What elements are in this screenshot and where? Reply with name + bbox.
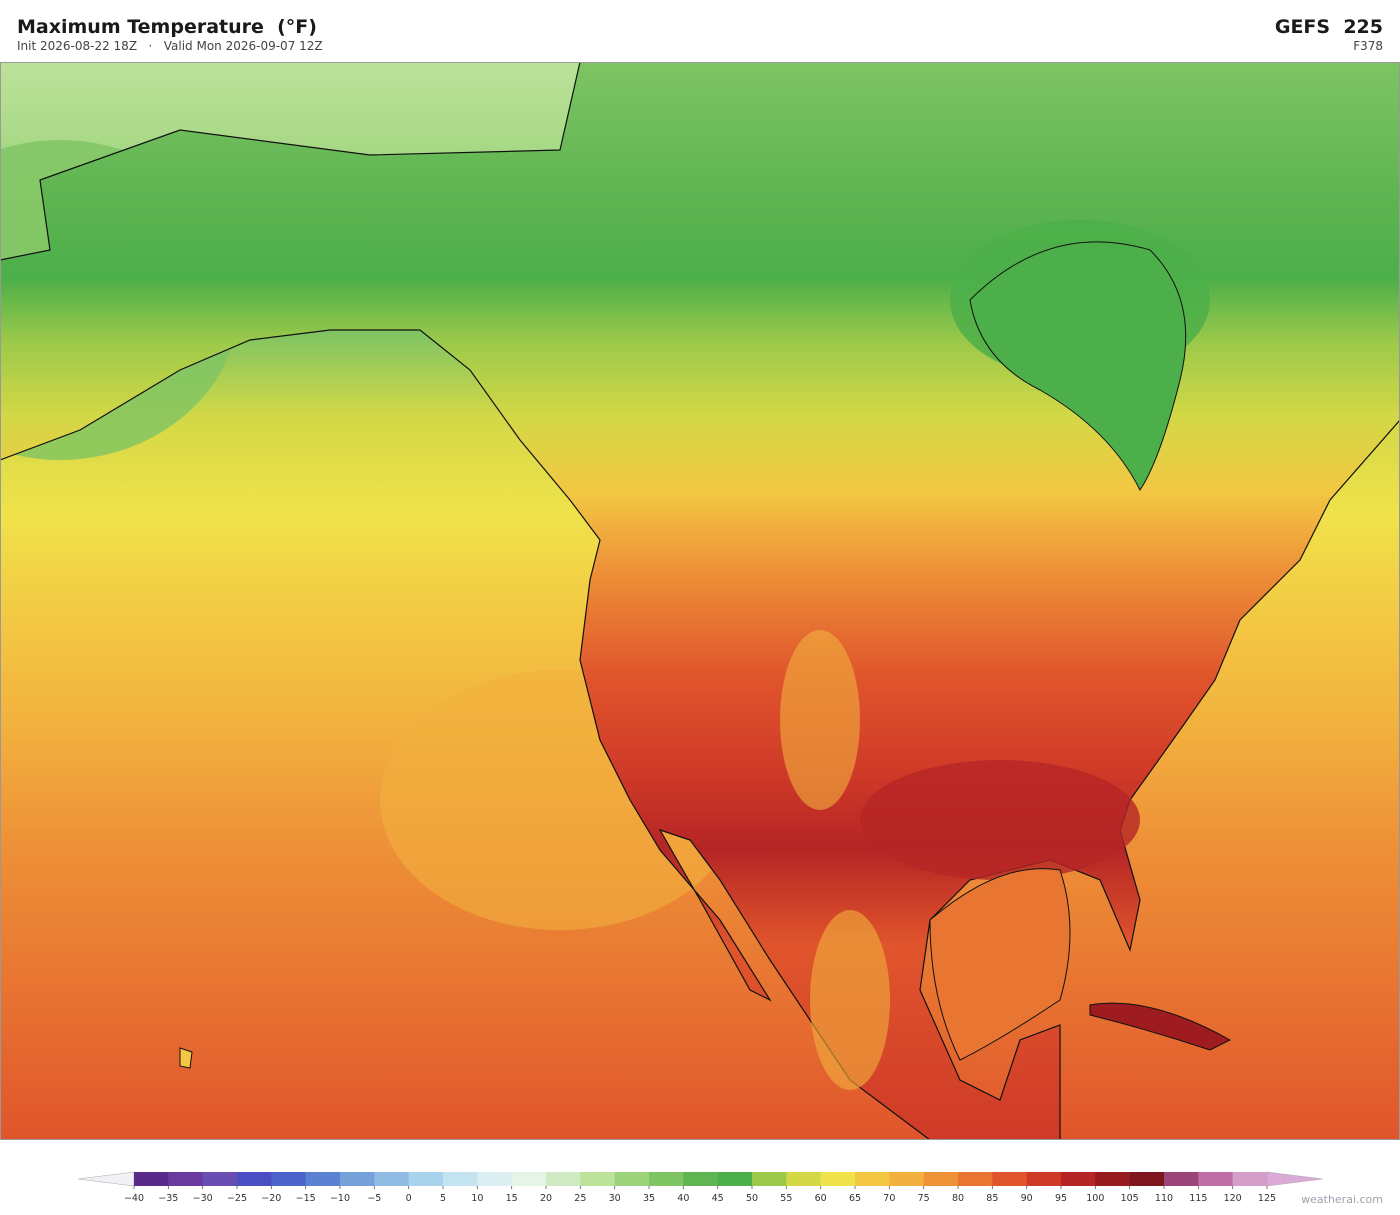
colorbar-tick-label: 70 [883, 1193, 895, 1204]
colorbar-swatch [1061, 1172, 1096, 1186]
colorbar-swatch [134, 1172, 169, 1186]
colorbar-swatch [340, 1172, 375, 1186]
colorbar-swatch [1232, 1172, 1268, 1186]
colorbar-tick-label: −15 [296, 1193, 316, 1204]
colorbar-tick-label: 80 [952, 1193, 964, 1204]
subtitle: Init 2026-08-22 18Z · Valid Mon 2026-09-… [17, 39, 323, 53]
colorbar-swatch [649, 1172, 684, 1186]
colorbar-swatch [889, 1172, 924, 1186]
colorbar-tick-label: −35 [158, 1193, 178, 1204]
colorbar-tick-label: −30 [193, 1193, 213, 1204]
colorbar-swatch [1026, 1172, 1062, 1186]
colorbar-swatch [923, 1172, 959, 1186]
colorbar-swatch [820, 1172, 856, 1186]
colorbar: −40 −35 −30 −25 −20 −15 −10 −5 0 5 10 15 20 25 30 35 40 4… [77, 1171, 1324, 1204]
colorbar-swatch [305, 1172, 341, 1186]
colorbar-extend-under [77, 1171, 135, 1187]
colorbar-tick-label: 125 [1258, 1193, 1276, 1204]
colorbar-swatch [443, 1172, 478, 1186]
colorbar-swatch [580, 1172, 615, 1186]
field-patch [860, 760, 1140, 880]
colorbar-tick-label: 90 [1021, 1193, 1033, 1204]
colorbar-tick-label: 65 [849, 1193, 861, 1204]
colorbar-tick-label: 20 [540, 1193, 552, 1204]
colorbar-tick-label: 115 [1189, 1193, 1207, 1204]
field-patch [780, 630, 860, 810]
colorbar-swatch [477, 1172, 512, 1186]
colorbar-tick-label: 105 [1121, 1193, 1139, 1204]
colorbar-tick-label: −25 [227, 1193, 247, 1204]
colorbar-swatch [958, 1172, 993, 1186]
colorbar-swatch [546, 1172, 581, 1186]
hudson-bay [969, 241, 1187, 491]
colorbar-tick-label: 15 [506, 1193, 518, 1204]
colorbar-tick-label: 5 [440, 1193, 446, 1204]
colorbar-swatch [717, 1172, 753, 1186]
colorbar-tick-label: 85 [986, 1193, 998, 1204]
colorbar-swatch [374, 1172, 409, 1186]
colorbar-swatch [752, 1172, 787, 1186]
colorbar-tick-label: 45 [712, 1193, 724, 1204]
colorbar-tick-label: 25 [574, 1193, 586, 1204]
colorbar-swatch [168, 1172, 203, 1186]
colorbar-extend-over [1266, 1171, 1324, 1187]
colorbar-swatch [202, 1172, 238, 1186]
colorbar-swatch [511, 1172, 547, 1186]
colorbar-swatch [408, 1172, 444, 1186]
hawaii [179, 1047, 193, 1069]
colorbar-swatch [237, 1172, 272, 1186]
colorbar-tick-label: 50 [746, 1193, 758, 1204]
colorbar-tick-label: 110 [1155, 1193, 1173, 1204]
colorbar-tick-label: 10 [471, 1193, 483, 1204]
forecast-hour: F378 [1353, 39, 1383, 53]
colorbar-tick-label: 60 [815, 1193, 827, 1204]
colorbar-tick-label: 95 [1055, 1193, 1067, 1204]
colorbar-tick-label: 35 [643, 1193, 655, 1204]
colorbar-swatch [1095, 1172, 1130, 1186]
colorbar-tick-label: 120 [1224, 1193, 1242, 1204]
colorbar-swatch [855, 1172, 890, 1186]
colorbar-tick-label: 55 [780, 1193, 792, 1204]
colorbar-swatch [1129, 1172, 1165, 1186]
colorbar-swatch [271, 1172, 306, 1186]
colorbar-swatch [1198, 1172, 1233, 1186]
cuba [1089, 1002, 1232, 1051]
colorbar-tick-label: −5 [367, 1193, 381, 1204]
gulf-of-mexico [929, 868, 1071, 1061]
colorbar-tick-label: 40 [677, 1193, 689, 1204]
watermark: weatherai.com [1301, 1193, 1383, 1206]
map [0, 62, 1400, 1140]
colorbar-swatch [683, 1172, 718, 1186]
colorbar-tick-label: 100 [1086, 1193, 1104, 1204]
field-patch [810, 910, 890, 1090]
colorbar-swatch [992, 1172, 1027, 1186]
colorbar-tick-label: 0 [406, 1193, 412, 1204]
model-label: GEFS 225 [1274, 16, 1383, 38]
colorbar-swatch [1164, 1172, 1199, 1186]
colorbar-swatch [614, 1172, 650, 1186]
colorbar-tick-label: −40 [124, 1193, 144, 1204]
colorbar-swatch [786, 1172, 821, 1186]
colorbar-tick-label: −10 [330, 1193, 350, 1204]
colorbar-tick-label: −20 [261, 1193, 281, 1204]
title: Maximum Temperature (°F) [17, 16, 317, 38]
colorbar-tick-label: 30 [609, 1193, 621, 1204]
colorbar-tick-label: 75 [918, 1193, 930, 1204]
